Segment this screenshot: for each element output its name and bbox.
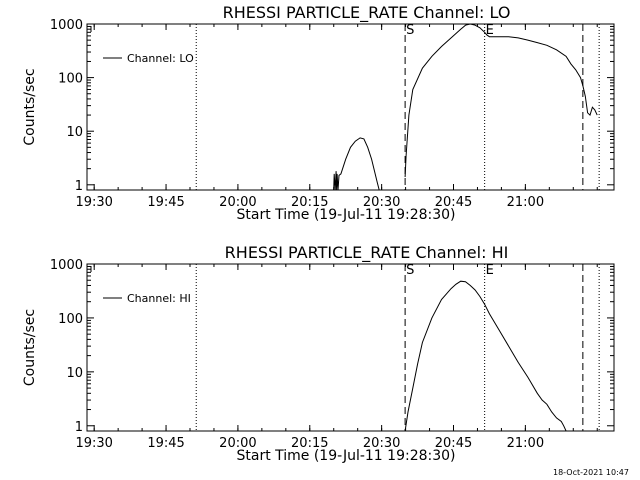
chart-title: RHESSI PARTICLE_RATE Channel: HI xyxy=(225,243,509,263)
x-tick-label: 19:45 xyxy=(147,436,184,451)
chart-title: RHESSI PARTICLE_RATE Channel: LO xyxy=(223,3,511,23)
x-axis-label: Start Time (19-Jul-11 19:28:30) xyxy=(236,207,455,223)
x-tick-label: 20:00 xyxy=(219,195,256,210)
legend-label: Channel: LO xyxy=(127,52,194,65)
marker-label-s: S xyxy=(406,263,414,278)
plot-frame xyxy=(86,263,615,432)
x-tick-label: 21:00 xyxy=(507,436,544,451)
y-tick-label: 1000 xyxy=(50,18,83,33)
x-tick-label: 19:30 xyxy=(75,195,112,210)
x-tick-label: 21:00 xyxy=(507,195,544,210)
marker-label-s: S xyxy=(406,23,414,38)
y-tick-label: 10 xyxy=(66,125,83,140)
y-tick-label: 1 xyxy=(75,420,83,435)
y-tick-label: 100 xyxy=(58,312,83,327)
legend-label: Channel: HI xyxy=(127,292,191,305)
x-axis-label: Start Time (19-Jul-11 19:28:30) xyxy=(236,448,455,464)
plot-frame xyxy=(86,23,615,191)
y-tick-label: 1000 xyxy=(50,258,83,273)
x-tick-label: 20:45 xyxy=(435,195,472,210)
y-tick-label: 100 xyxy=(58,72,83,87)
series-line xyxy=(404,23,598,178)
x-tick-label: 20:00 xyxy=(219,436,256,451)
x-tick-label: 19:30 xyxy=(75,436,112,451)
marker-label-e: E xyxy=(486,23,494,38)
chart-panel-1: RHESSI PARTICLE_RATE Channel: LO Counts/s… xyxy=(22,3,615,223)
y-tick-label: 10 xyxy=(66,366,83,381)
x-tick-label: 20:45 xyxy=(435,436,472,451)
series-line xyxy=(404,280,567,432)
x-tick-label: 19:45 xyxy=(147,195,184,210)
marker-label-e: E xyxy=(486,263,494,278)
x-tick-label: 20:30 xyxy=(363,436,400,451)
y-axis-label: Counts/sec xyxy=(22,309,38,386)
footer-timestamp: 18-Oct-2021 10:47 xyxy=(553,468,629,477)
series-line xyxy=(333,137,380,191)
x-tick-label: 20:15 xyxy=(291,195,328,210)
y-axis-label: Counts/sec xyxy=(22,68,38,145)
y-tick-label: 1 xyxy=(75,179,83,194)
x-tick-label: 20:15 xyxy=(291,436,328,451)
chart-panel-2: RHESSI PARTICLE_RATE Channel: HI Counts/s… xyxy=(22,243,615,464)
x-tick-label: 20:30 xyxy=(363,195,400,210)
